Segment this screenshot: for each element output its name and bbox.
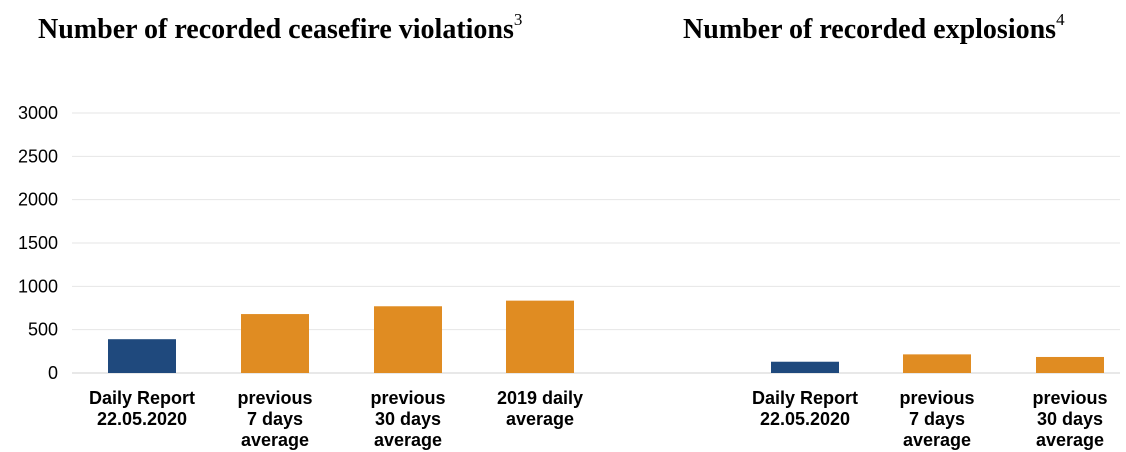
y-tick-label-1000: 1000 [18, 276, 58, 296]
category-label-ceasefire-1: previous 7 days average [237, 388, 312, 450]
bar-ceasefire-1 [241, 314, 309, 373]
bars [108, 300, 1104, 373]
y-tick-label-500: 500 [28, 320, 58, 340]
category-label-ceasefire-2: previous 30 days average [370, 388, 445, 450]
y-tick-label-2500: 2500 [18, 146, 58, 166]
y-tick-label-1500: 1500 [18, 233, 58, 253]
gridlines [72, 112, 1120, 374]
category-label-explosions-2: previous 30 days average [1032, 388, 1107, 450]
bar-explosions-0 [771, 361, 839, 373]
bar-explosions-2 [1036, 356, 1104, 373]
category-label-explosions-1: previous 7 days average [899, 388, 974, 450]
bar-ceasefire-0 [108, 339, 176, 373]
category-label-explosions-0: Daily Report 22.05.2020 [752, 388, 858, 429]
footnote-marker-4: 4 [1056, 10, 1065, 29]
bar-ceasefire-3 [506, 300, 574, 373]
chart-title-explosions: Number of recorded explosions4 [683, 10, 1065, 45]
y-tick-label-0: 0 [48, 363, 58, 383]
category-labels: Daily Report 22.05.2020 previous 7 days aver… [89, 388, 1108, 450]
category-label-ceasefire-3: 2019 daily average [497, 388, 583, 429]
bar-explosions-1 [903, 354, 971, 373]
bar-ceasefire-2 [374, 306, 442, 373]
chart-title-ceasefire-violations: Number of recorded ceasefire violations3 [38, 10, 523, 45]
y-axis-tick-labels: 0 500 1000 1500 2000 2500 3000 [18, 103, 58, 383]
y-tick-label-3000: 3000 [18, 103, 58, 123]
category-label-ceasefire-0: Daily Report 22.05.2020 [89, 388, 195, 429]
y-tick-label-2000: 2000 [18, 190, 58, 210]
footnote-marker-3: 3 [513, 10, 523, 29]
